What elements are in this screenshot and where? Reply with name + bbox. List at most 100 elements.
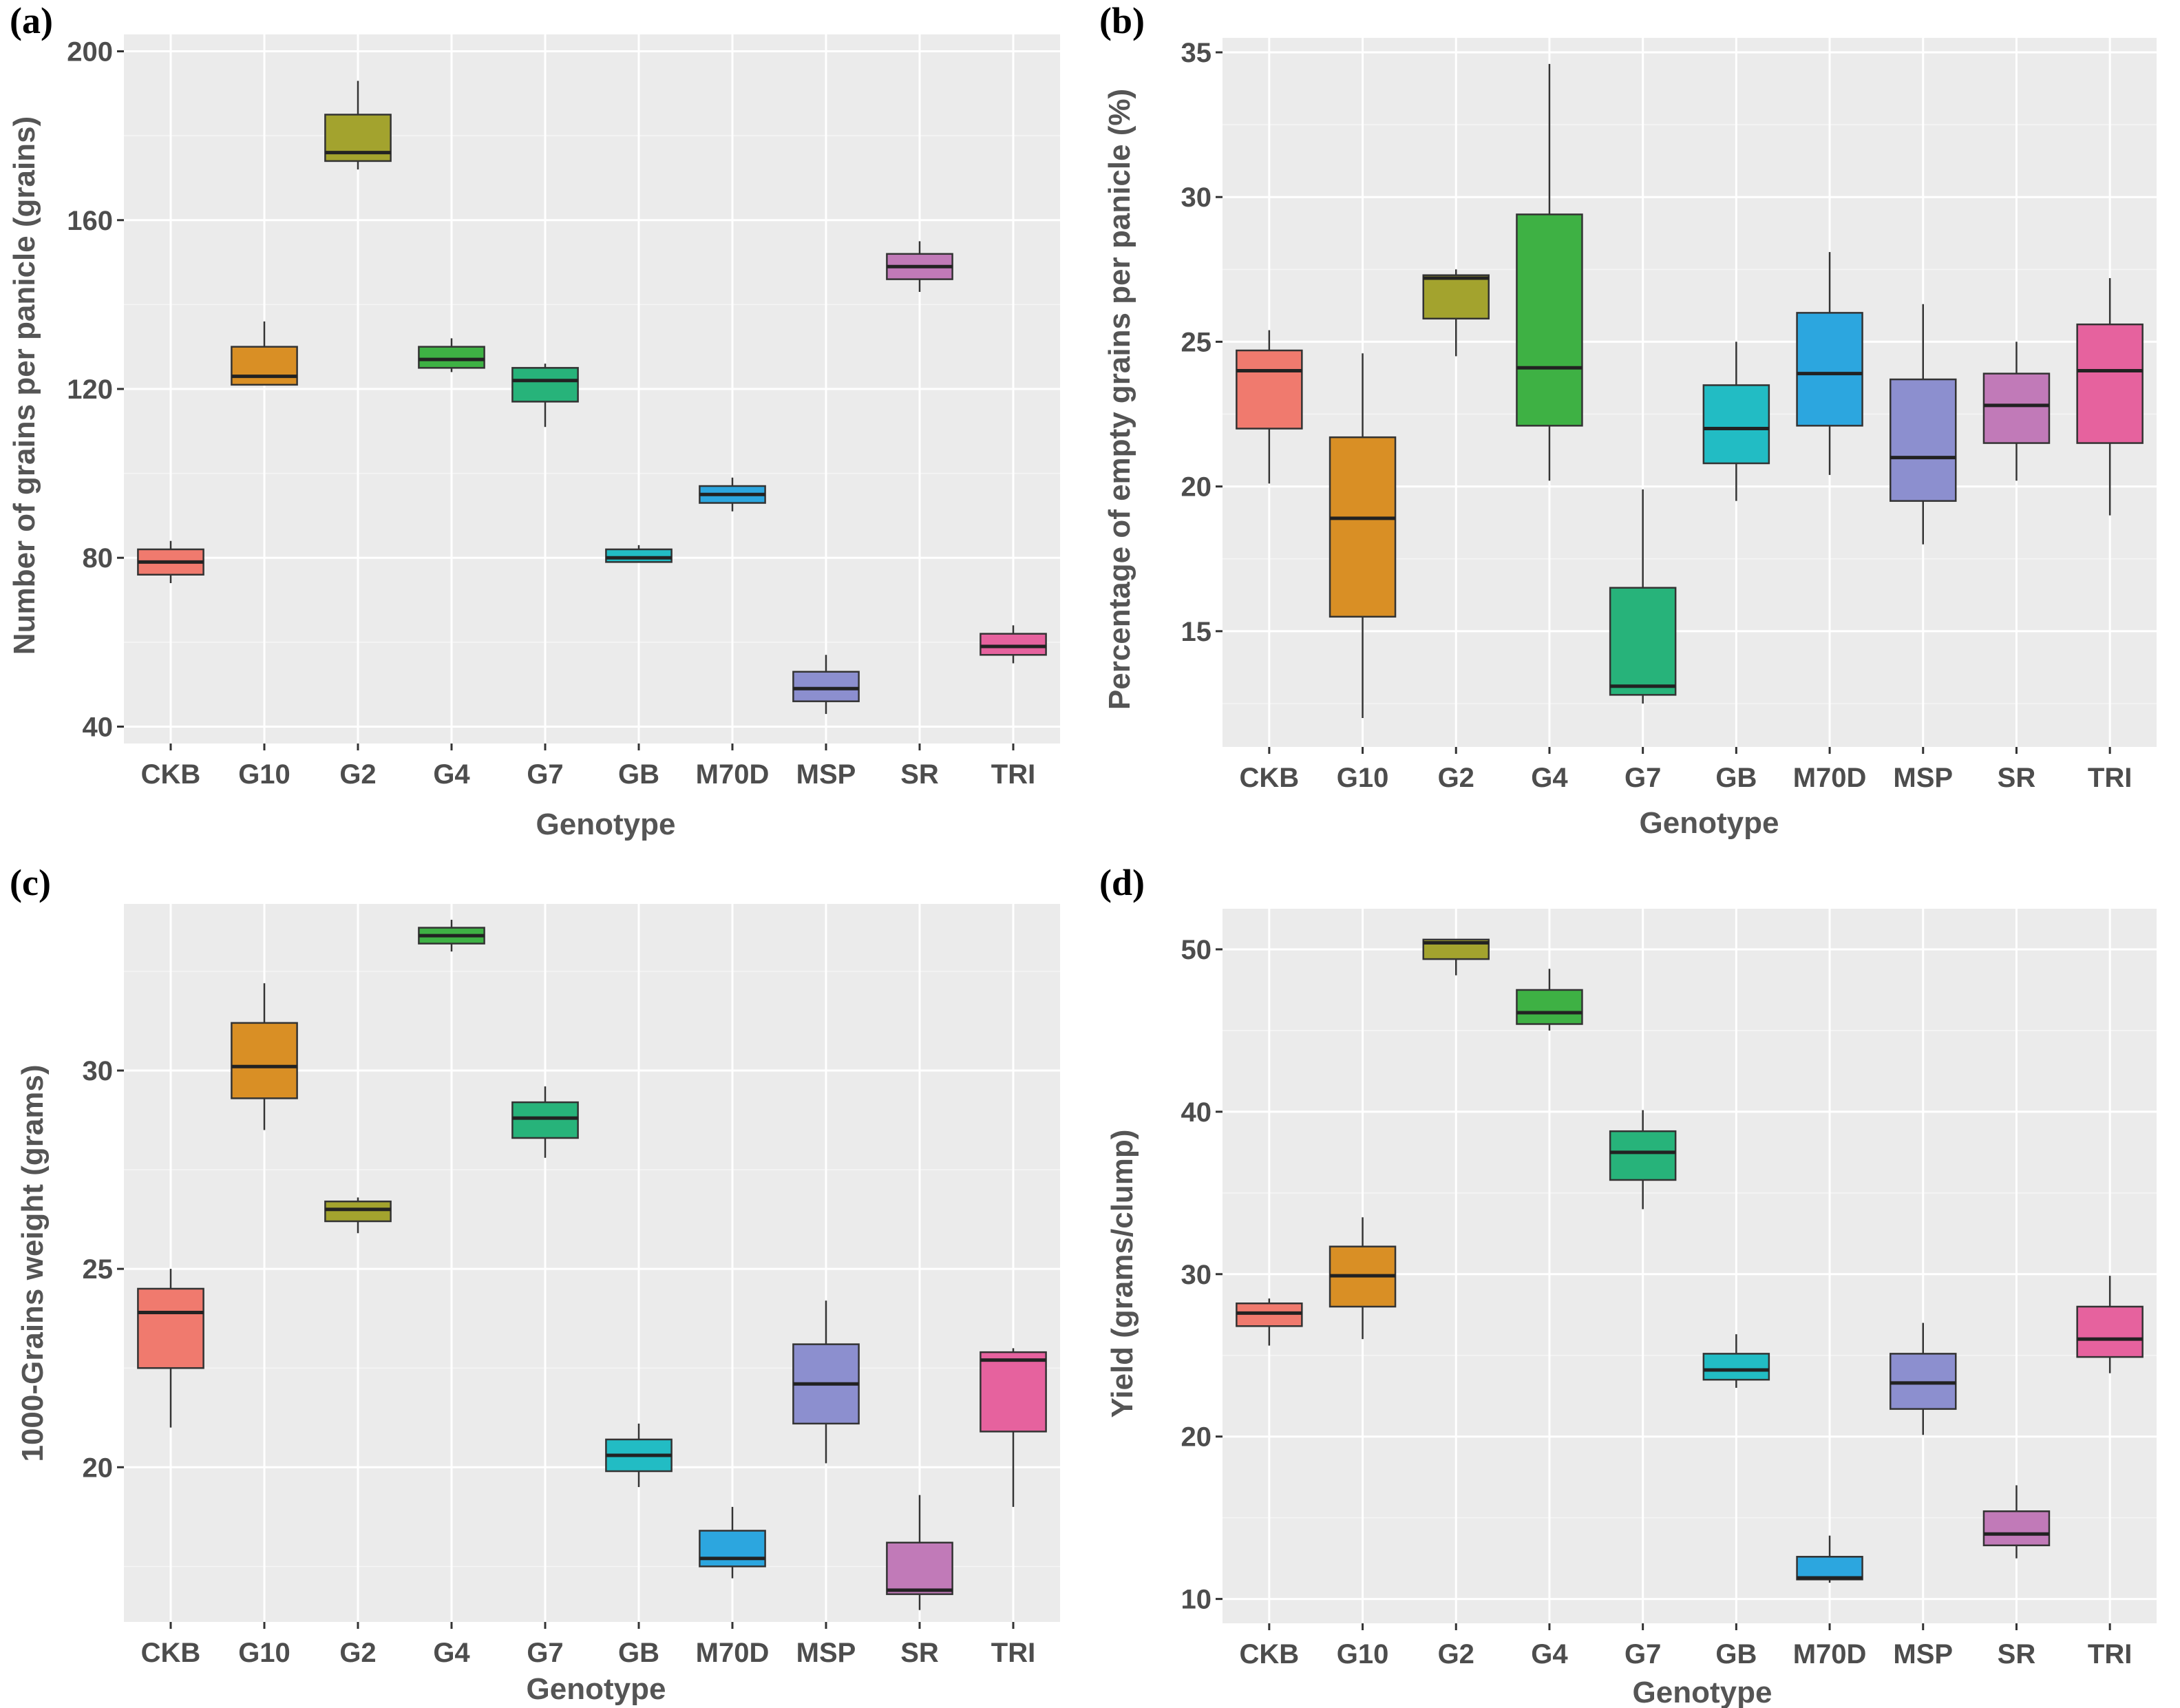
x-tick-label: G7	[527, 759, 563, 790]
box-msp	[1890, 1322, 1957, 1435]
box-iqr	[1516, 213, 1583, 427]
box-m70d	[1796, 1535, 1863, 1583]
x-tick-label: G4	[1531, 1639, 1568, 1669]
x-tick-label: SR	[1998, 763, 2036, 793]
x-tick-label: M70D	[1793, 763, 1867, 793]
x-tick-label: G7	[1625, 1639, 1661, 1669]
x-tick-label: TRI	[2088, 1639, 2132, 1669]
boxes	[137, 81, 1047, 715]
box-ckb	[137, 1269, 204, 1428]
x-tick-label: TRI	[991, 759, 1035, 790]
x-tick-label: SR	[900, 1638, 939, 1668]
gridlines	[124, 904, 1060, 1622]
x-tick-label: G4	[433, 759, 470, 790]
x-tick-label: GB	[618, 759, 659, 790]
x-tick-label: CKB	[1240, 763, 1300, 793]
box-iqr	[1329, 436, 1397, 618]
box-iqr	[980, 633, 1047, 656]
y-tick-label: 160	[67, 206, 113, 236]
y-tick-label: 30	[1181, 1260, 1212, 1290]
box-g7	[511, 1086, 579, 1158]
chart-panel-b: (b) 15 20 25 30 35 CKB G10 G2 G4 G7 GB M70D MSP SR TR…	[1099, 0, 2157, 840]
box-msp	[792, 1300, 860, 1464]
box-iqr	[231, 346, 298, 386]
y-tick-label: 50	[1181, 935, 1212, 965]
x-tick-label: G2	[1438, 763, 1474, 793]
x-axis: CKB G10 G2 G4 G7 GB M70D MSP SR TRI	[141, 744, 1035, 790]
box-g2	[324, 81, 392, 170]
box-gb	[605, 545, 673, 563]
y-axis-title: 1000-Grains weight (grams)	[16, 1064, 50, 1462]
x-tick-label: M70D	[1793, 1639, 1867, 1669]
box-sr	[886, 241, 953, 292]
box-iqr	[511, 367, 579, 403]
box-iqr	[511, 1101, 579, 1139]
boxes	[1236, 938, 2144, 1583]
x-tick-label: SR	[1998, 1639, 2036, 1669]
box-gb	[1702, 1334, 1770, 1388]
box-tri	[980, 1348, 1047, 1507]
box-tri	[2076, 277, 2144, 516]
box-ckb	[1236, 330, 1303, 484]
panel-label: (a)	[10, 0, 53, 41]
x-tick-label: G2	[339, 1638, 376, 1668]
y-axis-title: Yield (grams/clump)	[1105, 1130, 1139, 1418]
box-g10	[231, 321, 298, 386]
x-tick-label: GB	[618, 1638, 659, 1668]
panel-label: (b)	[1099, 0, 1145, 41]
x-tick-label: G10	[238, 1638, 290, 1668]
y-axis: 20 25 30	[83, 1056, 124, 1483]
y-axis-title: Number of grains per panicle (grains)	[8, 116, 41, 655]
x-axis-title: Genotype	[1633, 1676, 1772, 1708]
y-tick-label: 120	[67, 375, 113, 405]
x-tick-label: G4	[433, 1638, 470, 1668]
box-iqr	[980, 1351, 1047, 1433]
y-tick-label: 10	[1181, 1585, 1212, 1615]
x-tick-label: MSP	[796, 759, 856, 790]
x-tick-label: G7	[1625, 763, 1661, 793]
box-msp	[1890, 304, 1957, 545]
x-tick-label: MSP	[796, 1638, 856, 1668]
box-iqr	[2076, 323, 2144, 444]
x-axis-title: Genotype	[536, 808, 676, 841]
box-iqr	[1422, 274, 1490, 320]
box-tri	[980, 625, 1047, 664]
box-iqr	[2076, 1305, 2144, 1358]
box-g4	[418, 920, 485, 952]
box-iqr	[792, 671, 860, 702]
boxes	[1236, 63, 2144, 718]
x-tick-label: TRI	[991, 1638, 1035, 1668]
y-axis: 40 80 120 160 200	[67, 37, 124, 742]
y-tick-label: 20	[1181, 1422, 1212, 1453]
box-iqr	[886, 1541, 953, 1595]
y-tick-label: 20	[83, 1453, 114, 1483]
box-g2	[1422, 938, 1490, 976]
y-axis: 10 20 30 40 50	[1181, 935, 1223, 1615]
y-tick-label: 25	[1181, 327, 1212, 357]
box-iqr	[1609, 587, 1677, 696]
box-g7	[1609, 489, 1677, 704]
x-axis: CKB G10 G2 G4 G7 GB M70D MSP SR TRI	[141, 1622, 1035, 1668]
y-tick-label: 30	[83, 1056, 114, 1086]
chart-panel-d: (d) 10 20 30 40 50 CKB G10 G2 G4 G7 GB M70D MSP SR TR…	[1099, 862, 2157, 1708]
box-g7	[511, 363, 579, 428]
box-gb	[1702, 341, 1770, 501]
y-tick-label: 80	[83, 543, 114, 573]
x-tick-label: CKB	[141, 759, 201, 790]
box-iqr	[1982, 1510, 2051, 1547]
box-iqr	[1982, 372, 2051, 444]
x-tick-label: GB	[1715, 763, 1757, 793]
box-iqr	[1609, 1130, 1677, 1181]
x-tick-label: M70D	[696, 1638, 770, 1668]
box-g4	[1516, 63, 1583, 481]
box-iqr	[605, 548, 673, 563]
box-iqr	[1236, 349, 1303, 430]
box-iqr	[418, 346, 485, 369]
box-g10	[1329, 353, 1397, 718]
y-tick-label: 200	[67, 37, 113, 67]
chart-panel-c: (c) 20 25 30 CKB G10 G2 G4 G7 GB M70D MSP SR TRI Ge…	[10, 862, 1060, 1706]
box-g10	[231, 983, 298, 1130]
box-ckb	[1236, 1298, 1303, 1346]
box-iqr	[137, 1287, 204, 1369]
box-iqr	[1796, 312, 1863, 427]
